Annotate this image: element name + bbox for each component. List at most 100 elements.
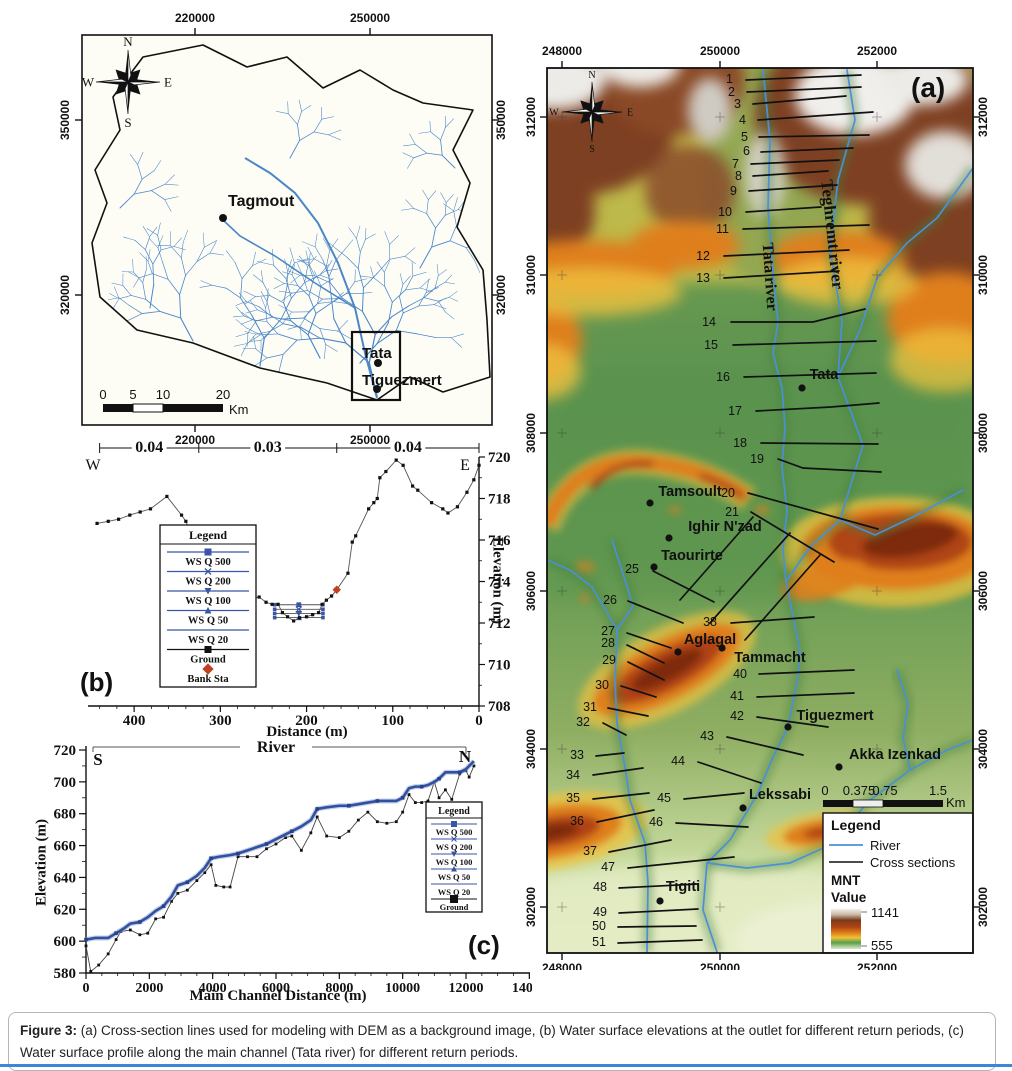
place-dot-tammacht <box>718 644 725 651</box>
cross-section-number: 15 <box>704 338 718 352</box>
figure-caption: Figure 3: (a) Cross-section lines used f… <box>8 1012 996 1071</box>
axis-label-y-left: 304000 <box>525 729 538 769</box>
ws-end-marker <box>273 612 277 616</box>
ground-marker <box>270 603 273 606</box>
ground-marker <box>256 855 259 858</box>
cross-section-number: 6 <box>743 144 750 158</box>
city-label-tagmout: Tagmout <box>228 193 295 210</box>
y-tick-label: 640 <box>54 870 77 886</box>
compass-e-label: E <box>627 108 633 119</box>
y-tick-label: 680 <box>54 807 77 823</box>
place-dot-lekssabi <box>739 804 746 811</box>
direction-south-label: S <box>93 750 102 769</box>
ws-marker <box>315 807 319 811</box>
legend-title: Legend <box>831 817 881 833</box>
axis-label-x-top: 250000 <box>350 11 390 25</box>
ground-marker <box>330 594 333 597</box>
ground-marker <box>402 464 405 467</box>
axis-label-y-right: 304000 <box>976 729 990 769</box>
place-dot-taourirte <box>650 563 657 570</box>
cross-section-number: 47 <box>601 860 615 874</box>
ground-marker <box>292 619 295 622</box>
ground-marker <box>154 917 157 920</box>
ws-marker <box>209 857 213 861</box>
legend-entry-label: WS Q 50 <box>188 616 228 627</box>
cross-section-number: 33 <box>570 748 584 762</box>
axis-label-x-bottom: 248000 <box>542 961 582 970</box>
ws-marker <box>84 938 88 942</box>
ws-marker <box>420 785 424 789</box>
ws-marker <box>347 804 351 808</box>
place-label-taourirte: Taourirte <box>661 548 723 564</box>
axis-label-y-right: 310000 <box>976 255 990 295</box>
ground-marker <box>305 615 308 618</box>
ground-marker <box>367 507 370 510</box>
place-label-tamsoult: Tamsoult <box>658 484 722 500</box>
ws-marker <box>186 880 190 884</box>
ws-end-marker <box>321 608 325 612</box>
panel-a-letter: (a) <box>911 72 945 104</box>
ground-marker <box>468 776 471 779</box>
direction-west-label: W <box>85 457 101 474</box>
ground-marker <box>180 514 183 517</box>
ground-marker <box>420 801 423 804</box>
panel-b-letter: (b) <box>80 667 113 698</box>
scalebar-tick-label: 20 <box>216 387 230 402</box>
ground-marker <box>89 970 92 973</box>
legend-title: Legend <box>438 806 470 817</box>
caption-text: (a) Cross-section lines used for modelin… <box>20 1023 964 1060</box>
ground-marker <box>290 835 293 838</box>
cross-section-number: 32 <box>576 715 590 729</box>
ground-marker <box>378 476 381 479</box>
axis-label-y-left: 308000 <box>525 413 538 453</box>
river-header: River <box>93 739 466 756</box>
ground-marker <box>325 835 328 838</box>
direction-east-label: E <box>460 457 470 474</box>
ground-marker <box>146 932 149 935</box>
ground-marker <box>416 489 419 492</box>
legend-max-value: 1141 <box>871 905 899 920</box>
scalebar-unit: Km <box>946 795 966 810</box>
ws-marker <box>290 829 294 833</box>
ground-marker <box>441 507 444 510</box>
ground-marker <box>311 613 314 616</box>
panel-c-letter: (c) <box>468 930 500 961</box>
cross-section-number: 26 <box>603 593 617 607</box>
cross-section-number: 34 <box>566 768 580 782</box>
ground-marker <box>138 933 141 936</box>
ground-marker <box>275 843 278 846</box>
legend-marker-ground <box>205 646 212 653</box>
x-tick-label: 0 <box>83 981 90 996</box>
legend-entry-label: WS Q 100 <box>185 596 231 607</box>
y-tick-label: 580 <box>54 966 77 982</box>
ground-marker <box>246 855 249 858</box>
cross-section-number: 3 <box>734 97 741 111</box>
ground-marker <box>165 495 168 498</box>
scalebar-tick-label: 0.75 <box>872 783 897 798</box>
cross-section-number: 1 <box>726 72 733 86</box>
bottom-accent-rule <box>0 1064 1012 1067</box>
cross-section-number: 31 <box>583 700 597 714</box>
ground-marker <box>128 514 131 517</box>
ground-marker <box>372 501 375 504</box>
place-label-tammacht: Tammacht <box>734 650 806 666</box>
ground-marker <box>222 886 225 889</box>
cross-section-number: 48 <box>593 880 607 894</box>
cross-section-line <box>761 443 878 444</box>
ground-marker <box>186 889 189 892</box>
panel-c-yaxis-title: Elevation (m) <box>34 788 51 938</box>
cross-section-number: 19 <box>750 452 764 466</box>
cross-section-number: 13 <box>696 271 710 285</box>
ground-marker <box>277 603 280 606</box>
ground-marker <box>320 603 323 606</box>
place-label-lekssabi: Lekssabi <box>749 787 811 803</box>
ground-marker <box>265 847 268 850</box>
axis-label-x-top: 252000 <box>857 44 897 58</box>
place-label-akka-izenkad: Akka Izenkad <box>849 747 941 763</box>
place-dot-ighir-n-zad <box>665 534 672 541</box>
ws-marker <box>401 796 405 800</box>
scalebar-seg <box>823 800 853 807</box>
x-tick-label: 400 <box>123 713 145 729</box>
